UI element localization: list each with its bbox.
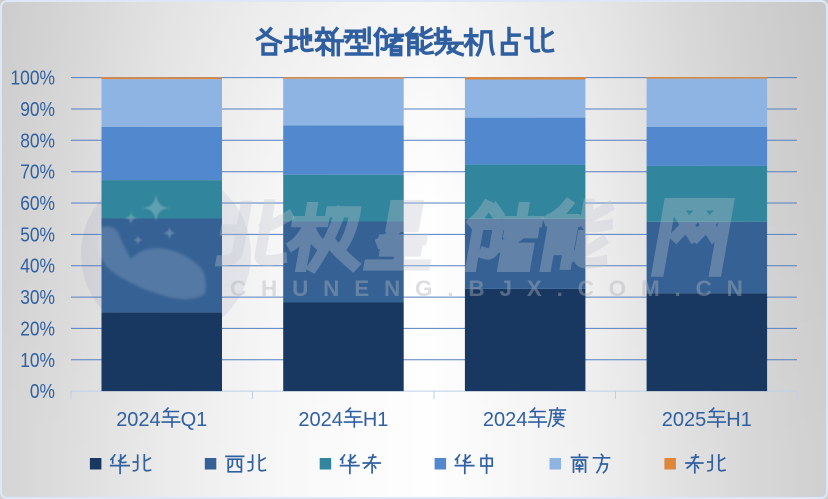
svg-text:CHUNENG.BJX.COM.CN: CHUNENG.BJX.COM.CN	[230, 276, 758, 301]
svg-text:Q1: Q1	[181, 409, 208, 431]
svg-text:20%: 20%	[20, 317, 55, 340]
svg-text:2025: 2025	[662, 409, 707, 431]
svg-text:60%: 60%	[20, 192, 55, 215]
svg-text:2024: 2024	[298, 409, 343, 431]
svg-text:80%: 80%	[20, 129, 55, 152]
svg-text:0%: 0%	[30, 380, 55, 403]
svg-text:H1: H1	[363, 409, 389, 431]
svg-text:10%: 10%	[20, 349, 55, 372]
svg-text:90%: 90%	[20, 98, 55, 121]
svg-text:H1: H1	[726, 409, 752, 431]
svg-text:30%: 30%	[20, 286, 55, 309]
svg-text:2024: 2024	[116, 409, 161, 431]
svg-text:50%: 50%	[20, 223, 55, 246]
svg-text:70%: 70%	[20, 161, 55, 184]
svg-text:2024: 2024	[483, 409, 528, 431]
svg-text:40%: 40%	[20, 255, 55, 278]
svg-text:100%: 100%	[11, 67, 56, 90]
